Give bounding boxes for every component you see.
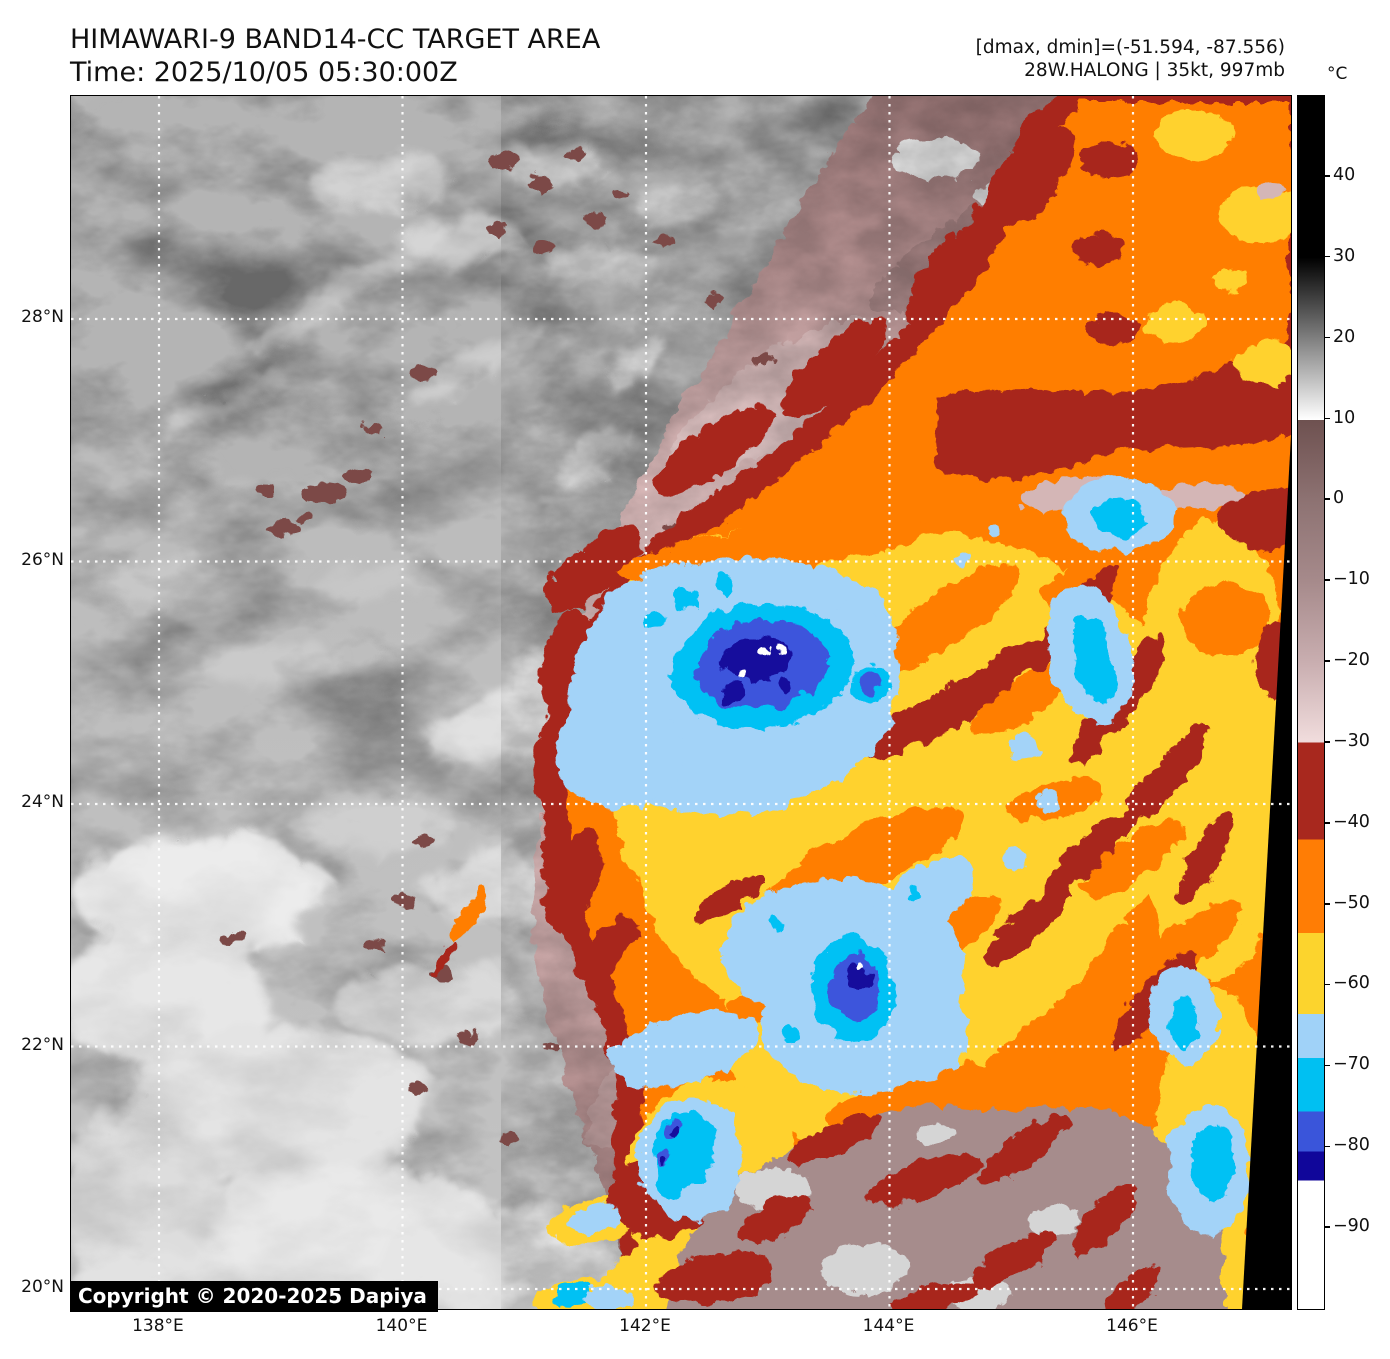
colorbar-tick-10 [1325, 983, 1330, 986]
colorbar-tick-label-8: −40 [1333, 811, 1370, 832]
colorbar-tick-label-3: 10 [1333, 407, 1356, 428]
secondary-cell [607, 853, 974, 1090]
lon-tick-label-2: 142°E [619, 1316, 671, 1336]
cold-cloud-region [427, 96, 1291, 1309]
copyright-badge: Copyright © 2020-2025 Dapiya [70, 1281, 438, 1312]
colorbar-tick-label-11: −70 [1333, 1054, 1370, 1075]
lat-tick-label-3: 22°N [21, 1034, 64, 1055]
typhoon-eye-complex [551, 555, 895, 812]
colorbar-tick-12 [1325, 1145, 1330, 1148]
colorbar-tick-label-6: −20 [1333, 650, 1370, 671]
satellite-map [70, 95, 1292, 1310]
colorbar-tick-9 [1325, 902, 1330, 905]
colorbar-tick-6 [1325, 660, 1330, 662]
colorbar-tick-label-4: 0 [1333, 488, 1345, 509]
lat-tick-label-0: 28°N [21, 307, 64, 328]
lat-tick-label-4: 20°N [21, 1277, 64, 1298]
lat-tick-label-1: 26°N [21, 549, 64, 570]
lat-tick-label-2: 24°N [21, 792, 64, 813]
colorbar-tick-label-7: −30 [1333, 731, 1370, 752]
colorbar-tick-4 [1325, 498, 1330, 501]
colorbar-tick-11 [1325, 1064, 1330, 1067]
colorbar-tick-label-1: 30 [1333, 245, 1356, 266]
colorbar-tick-7 [1325, 741, 1330, 743]
graticule-gridlines [71, 96, 1291, 1309]
colorbar-tick-0 [1325, 175, 1330, 177]
lon-tick-label-0: 138°E [132, 1316, 184, 1336]
lon-tick-label-3: 144°E [862, 1316, 915, 1336]
colorbar-tick-label-12: −80 [1333, 1135, 1370, 1156]
colorbar-tick-label-5: −10 [1333, 569, 1370, 590]
colorbar-tick-label-0: 40 [1333, 165, 1356, 186]
colorbar-tick-label-2: 20 [1333, 326, 1356, 347]
colorbar-tick-2 [1325, 336, 1330, 339]
satellite-imagery [71, 96, 1291, 1309]
timestamp: Time: 2025/10/05 05:30:00Z [70, 57, 458, 88]
colorbar-tick-label-10: −60 [1333, 973, 1370, 994]
colorbar-tick-8 [1325, 822, 1330, 824]
colorbar-tick-5 [1325, 579, 1330, 581]
lon-tick-label-4: 146°E [1106, 1316, 1158, 1336]
page-title: HIMAWARI-9 BAND14-CC TARGET AREA [70, 24, 601, 55]
colorbar-tick-13 [1325, 1226, 1330, 1228]
no-data-wedge [1242, 436, 1291, 1309]
dmax-dmin-annotation: [dmax, dmin]=(-51.594, -87.556) [975, 37, 1285, 58]
colorbar-unit-label: °C [1327, 64, 1348, 84]
lon-tick-label-1: 140°E [375, 1316, 428, 1336]
east-cold-patches [953, 473, 1246, 1231]
tertiary-cell [551, 1094, 743, 1308]
colorbar-tick-3 [1325, 417, 1330, 420]
colorbar-tick-label-9: −50 [1333, 892, 1370, 913]
storm-annotation: 28W.HALONG | 35kt, 997mb [1024, 60, 1285, 81]
temperature-colorbar [1297, 95, 1325, 1310]
colorbar-tick-label-13: −90 [1333, 1216, 1370, 1237]
colorbar-tick-1 [1325, 255, 1330, 258]
